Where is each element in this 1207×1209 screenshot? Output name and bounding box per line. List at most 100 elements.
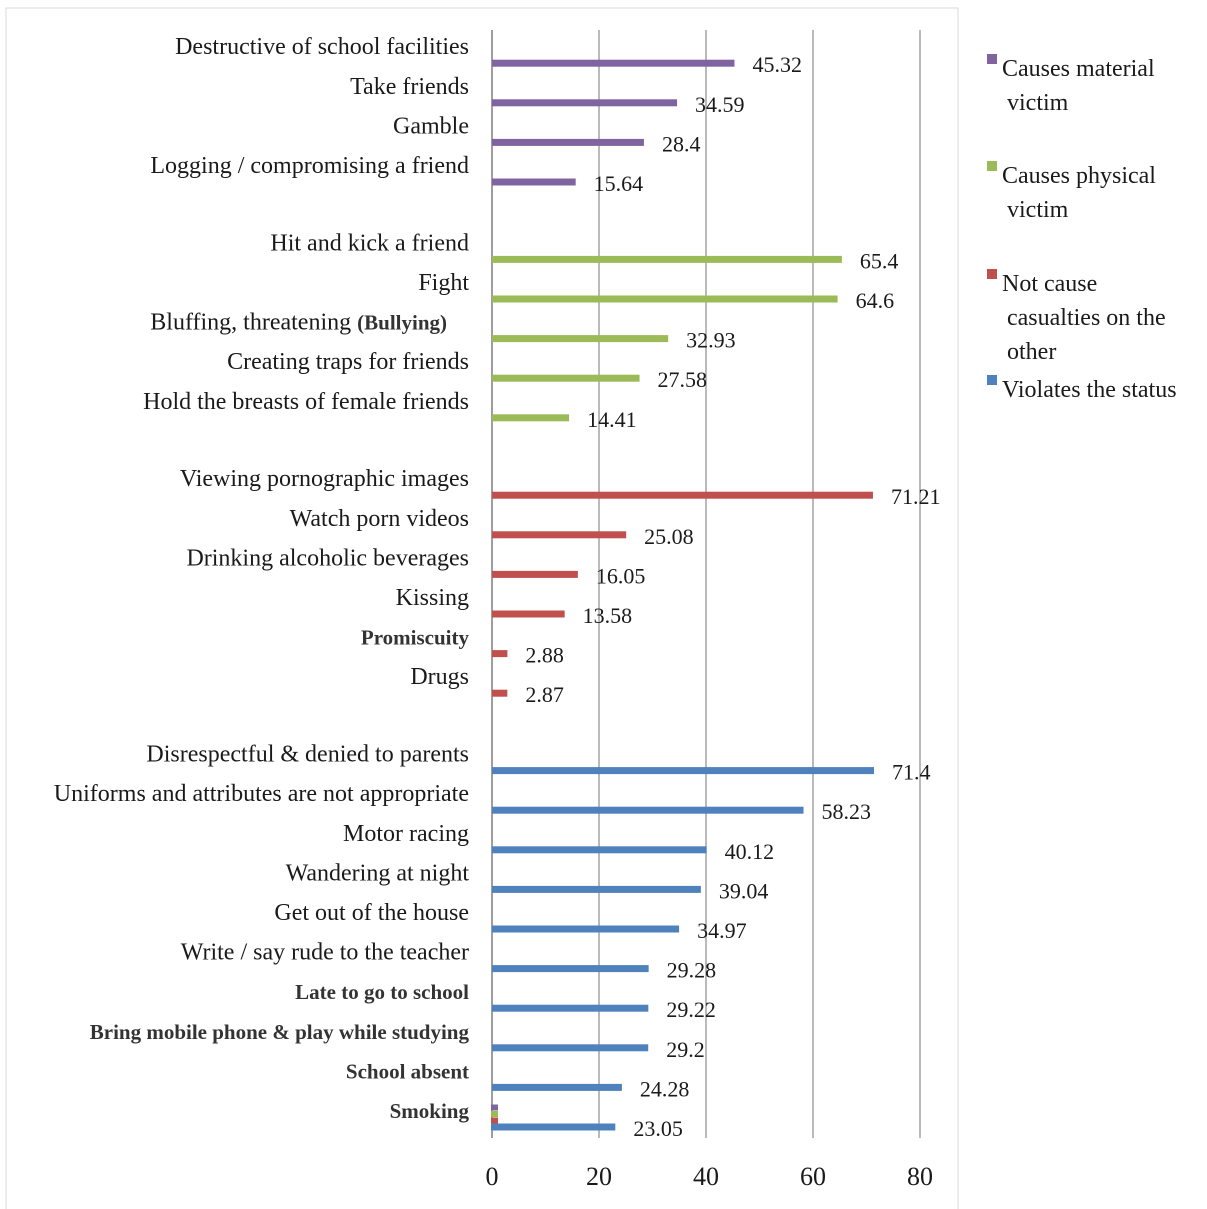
category-label-write-say-rude-to-the-teacher: Write / say rude to the teacher [181,940,469,966]
legend: Causes material victim Causes physical vict… [987,54,1177,403]
bar-bluffing-threatening [492,335,669,343]
bar-write-say-rude-to-the-teacher [492,965,649,973]
grid-lines [491,30,921,1138]
value-label-logging-compromising-a-friend: 15.64 [594,171,644,196]
plot-frame [5,7,959,1209]
bar-destructive-of-school-facilities [492,59,735,67]
x-tick-label-80: 80 [907,1162,933,1191]
origin-marker [491,1111,498,1117]
category-label-take-friends: Take friends [350,74,469,100]
category-label-uniforms-and-attributes-are-not-appropriate: Uniforms and attributes are not appropri… [54,781,469,807]
bar-kissing [492,610,565,618]
x-tick-label-60: 60 [800,1162,826,1191]
x-axis-ticks: 0 20 40 60 80 [486,1162,934,1191]
bar-viewing-pornographic-images [492,491,873,499]
legend-swatch-violates-the-status [987,375,997,385]
category-label-drinking-alcoholic-beverages: Drinking alcoholic beverages [186,545,469,571]
x-tick-label-40: 40 [693,1162,719,1191]
bar-promiscuity [492,650,508,658]
bar-gamble [492,138,644,146]
value-label-kissing: 13.58 [583,603,633,628]
origin-marker [491,1117,498,1124]
value-label-drugs: 2.87 [525,682,564,707]
value-label-motor-racing: 40.12 [725,839,775,864]
value-label-bring-mobile-phone-play-while-studying: 29.2 [666,1037,705,1062]
bar-disrespectful-denied-to-parents [492,767,874,775]
bar-wandering-at-night [492,885,701,893]
category-label-school-absent: School absent [346,1059,469,1083]
bar-bring-mobile-phone-play-while-studying [492,1044,649,1052]
bar-smoking [492,1123,616,1131]
value-label-uniforms-and-attributes-are-not-appropriate: 58.23 [822,799,872,824]
category-label-drugs: Drugs [410,664,469,690]
value-label-get-out-of-the-house: 34.97 [697,918,747,943]
legend-swatch-causes-physical-victim [987,161,997,171]
legend-label-causes-material-victim: Causes material [1002,56,1155,82]
bar-school-absent [492,1083,622,1091]
bar-hold-the-breasts-of-female-friends [492,414,570,422]
bar-group [491,59,874,1131]
bar-drinking-alcoholic-beverages [492,570,578,578]
legend-label-not-cause-casualties-on-the-other: other [1007,339,1056,365]
category-label-hold-the-breasts-of-female-friends: Hold the breasts of female friends [143,389,469,415]
category-label-get-out-of-the-house: Get out of the house [274,900,469,926]
x-tick-label-20: 20 [586,1162,612,1191]
value-label-take-friends: 34.59 [695,92,745,117]
category-label-viewing-pornographic-images: Viewing pornographic images [180,466,469,492]
value-label-drinking-alcoholic-beverages: 16.05 [596,563,646,588]
legend-label-causes-material-victim: victim [1007,90,1069,116]
bar-take-friends [492,99,678,107]
legend-label-causes-physical-victim: victim [1007,197,1069,223]
category-label-bring-mobile-phone-play-while-studying: Bring mobile phone & play while studying [90,1020,470,1044]
category-label-kissing: Kissing [396,585,469,611]
value-label-promiscuity: 2.88 [525,643,564,668]
category-label-late-to-go-to-school: Late to go to school [295,980,469,1004]
bar-hit-and-kick-a-friend [492,255,842,263]
value-label-fight: 64.6 [856,288,895,313]
legend-label-not-cause-casualties-on-the-other: casualties on the [1007,305,1166,331]
value-label-creating-traps-for-friends: 27.58 [658,367,708,392]
category-label-bluffing-threatening: Bluffing, threatening (Bullying) [150,310,447,336]
category-label-creating-traps-for-friends: Creating traps for friends [227,349,469,375]
value-label-hold-the-breasts-of-female-friends: 14.41 [587,407,637,432]
legend-label-violates-the-status: Violates the status [1002,377,1177,403]
value-label-wandering-at-night: 39.04 [719,878,769,903]
legend-swatch-not-cause-casualties-on-the-other [987,269,997,279]
category-label-logging-compromising-a-friend: Logging / compromising a friend [150,153,469,179]
bar-fight [492,295,838,303]
x-tick-label-0: 0 [486,1162,499,1191]
category-label-fight: Fight [418,270,469,296]
origin-marker [491,1104,498,1111]
category-label-gamble: Gamble [393,113,469,139]
legend-label-causes-physical-victim: Causes physical [1002,163,1156,189]
value-label-viewing-pornographic-images: 71.21 [891,484,941,509]
legend-swatch-causes-material-victim [987,54,997,64]
category-label-promiscuity: Promiscuity [361,626,470,650]
bar-late-to-go-to-school [492,1004,649,1012]
category-label-smoking: Smoking [390,1099,470,1123]
bar-logging-compromising-a-friend [492,178,576,186]
category-label-motor-racing: Motor racing [343,821,469,847]
value-label-watch-porn-videos: 25.08 [644,524,694,549]
value-label-write-say-rude-to-the-teacher: 29.28 [667,958,717,983]
category-label-destructive-of-school-facilities: Destructive of school facilities [175,34,469,60]
bar-uniforms-and-attributes-are-not-appropriate [492,806,804,814]
bar-drugs [492,689,508,697]
legend-label-not-cause-casualties-on-the-other: Not cause [1002,271,1097,297]
category-labels: Smoking School absent Bring mobile phone &… [54,34,470,1123]
value-label-school-absent: 24.28 [640,1076,690,1101]
bar-watch-porn-videos [492,531,627,539]
value-label-late-to-go-to-school: 29.22 [666,997,716,1022]
bar-creating-traps-for-friends [492,374,640,382]
bar-motor-racing [492,846,707,854]
value-label-disrespectful-denied-to-parents: 71.4 [892,760,931,785]
category-label-disrespectful-denied-to-parents: Disrespectful & denied to parents [146,742,469,768]
value-label-smoking: 23.05 [633,1116,683,1141]
category-label-hit-and-kick-a-friend: Hit and kick a friend [270,230,469,256]
value-label-hit-and-kick-a-friend: 65.4 [860,248,899,273]
value-label-gamble: 28.4 [662,131,701,156]
value-label-bluffing-threatening: 32.93 [686,328,736,353]
value-labels: 23.05 24.28 29.2 29.22 29.28 34.97 39.04 40.12 5… [525,52,940,1141]
